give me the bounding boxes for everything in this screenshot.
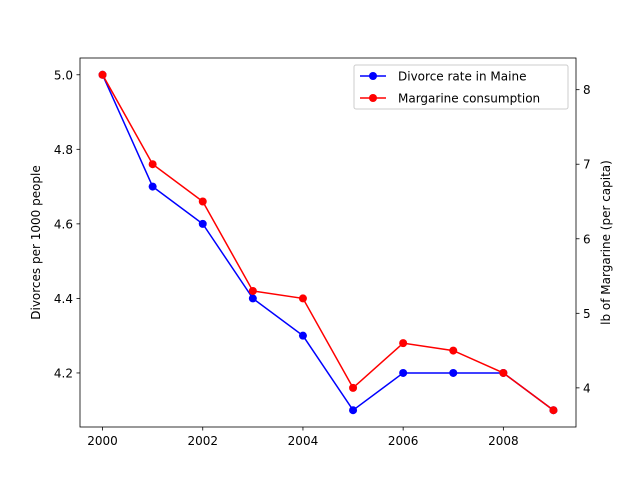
legend-swatch-marker-0	[369, 72, 377, 80]
legend: Divorce rate in Maine Margarine consumpti…	[353, 64, 569, 110]
series-0-point-2	[198, 219, 207, 228]
y2-tick-label-4: 8	[583, 83, 591, 97]
series-0-point-1	[148, 182, 157, 191]
y-tick-label-3: 4.8	[54, 143, 73, 157]
x-tick-label-0: 2000	[87, 434, 118, 448]
plot-frame	[79, 57, 577, 428]
y-tick-label-4: 5.0	[54, 68, 73, 82]
series-1-point-7	[449, 346, 458, 355]
plot-background	[80, 58, 576, 427]
series-0-point-7	[449, 368, 458, 377]
y2-tick-label-2: 6	[583, 232, 591, 246]
series-1-point-9	[549, 406, 558, 415]
y-axis-label: Divorces per 1000 people	[29, 165, 43, 320]
y2-tick-label-1: 5	[583, 307, 591, 321]
series-1-line	[101, 74, 554, 411]
series-layer	[98, 70, 558, 415]
legend-entry-0: Divorce rate in Maine	[360, 70, 526, 84]
series-1	[98, 70, 558, 415]
y-tick-label-0: 4.2	[54, 366, 73, 380]
series-0-point-5	[349, 406, 358, 415]
legend-box	[353, 64, 569, 110]
series-0-point-4	[298, 331, 307, 340]
y-tick-label-1: 4.4	[54, 292, 73, 306]
series-1-point-4	[298, 294, 307, 303]
series-1-point-3	[248, 286, 257, 295]
x-tick-label-1: 2002	[187, 434, 218, 448]
series-0-point-3	[248, 294, 257, 303]
legend-swatch-marker-1	[369, 94, 377, 102]
series-1-point-8	[499, 368, 508, 377]
series-0-point-6	[399, 368, 408, 377]
axes-layer: 2000 2002 2004 2006 2008 4.2 4.4 4.6 4.8 5.0 4 5 6 7 8	[54, 57, 591, 448]
x-tick-label-3: 2006	[388, 434, 419, 448]
y-tick-label-2: 4.6	[54, 217, 73, 231]
series-1-point-2	[198, 197, 207, 206]
series-1-point-1	[148, 160, 157, 169]
series-1-point-6	[399, 339, 408, 348]
legend-entry-1: Margarine consumption	[360, 92, 540, 106]
x-tick-label-4: 2008	[488, 434, 519, 448]
x-tick-label-2: 2004	[288, 434, 319, 448]
y2-tick-label-0: 4	[583, 381, 591, 395]
legend-label-0: Divorce rate in Maine	[398, 70, 526, 84]
series-0-line	[101, 74, 554, 412]
series-1-point-5	[349, 383, 358, 392]
legend-label-1: Margarine consumption	[398, 92, 540, 106]
series-1-point-0	[98, 70, 107, 79]
y2-axis-label: lb of Margarine (per capita)	[599, 160, 613, 325]
y2-tick-label-3: 7	[583, 158, 591, 172]
